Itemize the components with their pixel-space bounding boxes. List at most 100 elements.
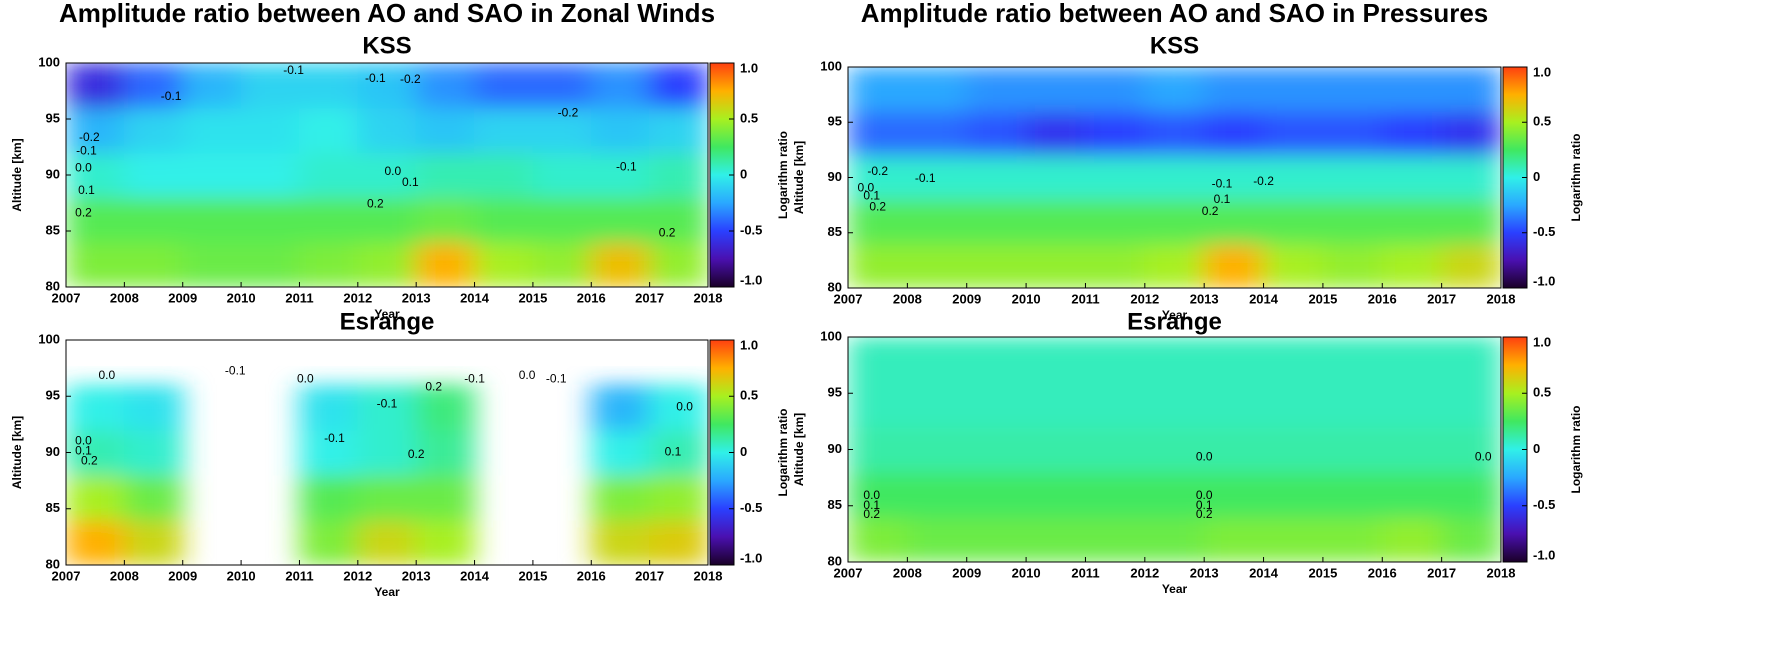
heatmap-cell — [1144, 426, 1205, 473]
heatmap-cell — [906, 381, 968, 428]
x-tick-label: 2013 — [1190, 565, 1219, 580]
heatmap-cell — [66, 241, 125, 287]
contour-label: -0.1 — [915, 171, 936, 185]
y-tick-label: 90 — [46, 444, 60, 459]
x-tick-label: 2017 — [635, 568, 664, 583]
heatmap-cell — [415, 429, 476, 476]
heatmap-cell — [240, 196, 300, 243]
heatmap-cell — [123, 107, 184, 154]
x-tick-label: 2010 — [227, 290, 256, 305]
heatmap-cell — [123, 519, 184, 565]
heatmap-cell — [966, 381, 1027, 428]
x-tick-label: 2011 — [1071, 291, 1099, 306]
heatmap-cell — [474, 63, 534, 109]
heatmap-cell — [1322, 516, 1383, 562]
contour-label: -0.2 — [558, 106, 579, 120]
heatmap-cell — [1084, 154, 1146, 201]
heatmap-cell — [1025, 426, 1086, 473]
heatmap-cell — [532, 107, 592, 154]
heatmap-cell — [66, 429, 125, 476]
heatmap-cell — [966, 516, 1027, 562]
heatmap-cell — [848, 381, 908, 428]
x-tick-label: 2017 — [1427, 291, 1456, 306]
contour-label: 0.0 — [1475, 450, 1492, 464]
heatmap-cell — [590, 152, 651, 198]
heatmap-cell — [1203, 199, 1265, 245]
heatmap-cell — [415, 474, 476, 521]
y-tick-label: 85 — [828, 497, 842, 512]
heatmap — [848, 337, 1501, 562]
heatmap-cell — [1084, 471, 1146, 518]
heatmap-cell — [123, 196, 184, 243]
colorbar-tick-label: 1.0 — [740, 60, 758, 75]
heatmap-cell — [1144, 243, 1205, 288]
contour-label: 0.1 — [863, 498, 880, 512]
colorbar-tick-label: 1.0 — [1533, 64, 1551, 79]
colorbar-tick-label: -1.0 — [1533, 273, 1555, 288]
y-tick-label: 95 — [828, 385, 842, 400]
colorbar-tick-label: 0.5 — [740, 388, 758, 403]
chart-title: Amplitude ratio between AO and SAO in Pr… — [861, 0, 1489, 28]
heatmap-cell — [415, 196, 476, 243]
heatmap-cell — [1025, 337, 1086, 383]
heatmap-cell — [906, 516, 968, 562]
contour-label: -0.1 — [365, 71, 386, 85]
heatmap-cell — [415, 384, 476, 431]
y-tick-label: 85 — [828, 224, 842, 239]
x-tick-label: 2011 — [1071, 565, 1099, 580]
heatmap — [66, 384, 708, 565]
x-tick-label: 2014 — [1249, 565, 1279, 580]
heatmap-cell — [357, 519, 417, 565]
heatmap-cell — [66, 107, 125, 154]
heatmap-cell — [357, 474, 417, 521]
heatmap-cell — [1441, 199, 1501, 245]
heatmap-cell — [906, 337, 968, 383]
y-axis-label: Altitude [km] — [792, 413, 806, 486]
y-tick-label: 100 — [820, 328, 842, 343]
contour-label: 0.0 — [75, 160, 92, 174]
heatmap-cell — [906, 110, 968, 156]
heatmap-cell — [1203, 154, 1265, 201]
contour-label: -0.1 — [283, 63, 304, 77]
heatmap-cell — [66, 384, 125, 431]
heatmap-cell — [182, 152, 242, 198]
x-tick-label: 2016 — [1368, 565, 1397, 580]
colorbar-tick-label: -0.5 — [1533, 497, 1555, 512]
contour-label: -0.1 — [616, 159, 637, 173]
heatmap-cell — [1263, 110, 1324, 156]
heatmap-cell — [240, 241, 300, 287]
heatmap-cell — [1084, 110, 1146, 156]
x-tick-label: 2012 — [1130, 291, 1159, 306]
heatmap-cell — [1381, 381, 1443, 428]
heatmap-cell — [1322, 381, 1383, 428]
x-tick-label: 2017 — [1427, 565, 1456, 580]
heatmap-cell — [1322, 471, 1383, 518]
heatmap-cell — [415, 63, 476, 109]
heatmap-cell — [66, 152, 125, 198]
contour-label: 0.2 — [75, 205, 92, 219]
heatmap-cell — [182, 107, 242, 154]
heatmap-cell — [649, 429, 708, 476]
colorbar-tick-label: -1.0 — [1533, 547, 1555, 562]
contour-label: 0.0 — [99, 368, 116, 382]
heatmap-cell — [357, 196, 417, 243]
contour-label: -0.1 — [1212, 176, 1233, 190]
heatmap-cell — [649, 152, 708, 198]
heatmap-cell — [66, 474, 125, 521]
heatmap-cell — [1322, 67, 1383, 112]
heatmap-cell — [590, 107, 651, 154]
heatmap-cell — [906, 154, 968, 201]
heatmap-cell — [1441, 337, 1501, 383]
contour-label: 0.0 — [519, 368, 536, 382]
y-tick-label: 80 — [46, 556, 60, 571]
x-tick-label: 2013 — [402, 568, 431, 583]
heatmap-cell — [298, 429, 359, 476]
heatmap-cell — [1144, 471, 1205, 518]
heatmap-cell — [966, 243, 1027, 288]
heatmap-cell — [649, 196, 708, 243]
y-tick-label: 95 — [828, 114, 842, 129]
heatmap-cell — [1263, 199, 1324, 245]
heatmap-cell — [298, 152, 359, 198]
colorbar-tick-label: -1.0 — [740, 272, 762, 287]
heatmap-cell — [1322, 110, 1383, 156]
